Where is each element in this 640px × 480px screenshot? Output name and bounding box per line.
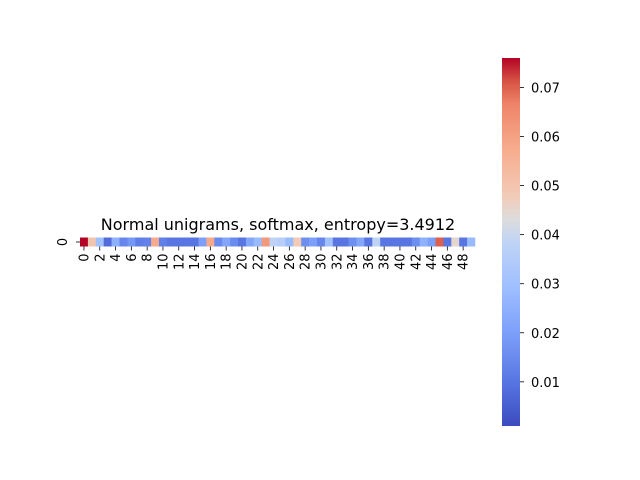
- x-tick-label: 10: [156, 254, 171, 271]
- x-tick-label: 18: [220, 254, 235, 271]
- heatmap-cell: [467, 237, 476, 247]
- heatmap-cell: [135, 237, 144, 247]
- colorbar-tick-label: 0.02: [531, 327, 560, 342]
- heatmap-cell: [419, 237, 428, 247]
- colorbar-tick-label: 0.05: [531, 180, 560, 195]
- heatmap-cell: [143, 237, 152, 247]
- colorbar-tick-label: 0.07: [531, 81, 560, 96]
- heatmap-cell: [214, 237, 223, 247]
- x-tick-label: 40: [393, 254, 408, 271]
- x-tick-label: 24: [267, 254, 282, 271]
- x-tick-label: 14: [188, 254, 203, 271]
- heatmap-cell: [87, 237, 97, 247]
- heatmap-cell: [111, 237, 120, 247]
- heatmap-cell: [261, 237, 270, 247]
- heatmap-cell: [356, 237, 365, 247]
- x-tick-label: 34: [346, 254, 361, 271]
- heatmap-cell: [332, 237, 341, 247]
- x-tick-label: 0: [77, 254, 92, 262]
- heatmap-cell: [451, 237, 460, 247]
- heatmap-cell: [245, 237, 255, 247]
- heatmap-cell: [190, 237, 199, 247]
- colorbar-tick-label: 0.03: [531, 278, 560, 293]
- heatmap-cell: [340, 237, 349, 247]
- heatmap-cell: [127, 237, 136, 247]
- heatmap-cell: [119, 237, 128, 247]
- heatmap-cell: [80, 237, 89, 247]
- heatmap-cell: [411, 237, 420, 247]
- heatmap-cell: [396, 237, 405, 247]
- heatmap-cell: [285, 237, 294, 247]
- colorbar-tick-label: 0.01: [531, 376, 560, 391]
- x-tick-label: 26: [283, 254, 298, 271]
- x-tick-label: 42: [409, 254, 424, 271]
- heatmap-cell: [388, 237, 397, 247]
- x-tick-label: 28: [299, 254, 314, 271]
- heatmap-cell: [174, 237, 183, 247]
- heatmap-cell: [269, 237, 278, 247]
- heatmap-cell: [324, 237, 334, 247]
- x-tick-label: 46: [441, 254, 456, 271]
- heatmap-cell: [95, 237, 104, 247]
- x-tick-label: 22: [251, 254, 266, 271]
- x-tick-label: 36: [362, 254, 377, 271]
- heatmap-cells: [80, 237, 476, 247]
- heatmap-cell: [238, 237, 247, 247]
- x-tick-label: 48: [457, 254, 472, 271]
- x-tick-label: 16: [204, 254, 219, 271]
- heatmap-cell: [182, 237, 191, 247]
- x-tick-label: 4: [109, 254, 124, 262]
- heatmap-cell: [103, 237, 112, 247]
- heatmap-cell: [364, 237, 373, 247]
- x-tick-label: 30: [314, 254, 329, 271]
- heatmap-cell: [293, 237, 302, 247]
- heatmap-cell: [309, 237, 318, 247]
- heatmap-cell: [403, 237, 413, 247]
- x-axis: 0 2 4 6 8 10 12 14 16 18 20 22 24 26 28 30 32 34 36 38 40 42 4…: [77, 246, 472, 271]
- y-axis: 0: [56, 238, 80, 246]
- heatmap-cell: [317, 237, 326, 247]
- colorbar-ticks: 0.01 0.02 0.03 0.04 0.05 0.06 0.07: [520, 81, 560, 391]
- heatmap-cell: [277, 237, 286, 247]
- heatmap-cell: [166, 237, 176, 247]
- y-tick-label: 0: [56, 238, 71, 246]
- x-tick-label: 44: [425, 254, 440, 271]
- colorbar: [502, 58, 520, 426]
- heatmap-cell: [380, 237, 389, 247]
- heatmap-cell: [222, 237, 231, 247]
- heatmap-cell: [427, 237, 436, 247]
- heatmap-cell: [198, 237, 207, 247]
- x-tick-label: 20: [235, 254, 250, 271]
- colorbar-tick-label: 0.04: [531, 229, 560, 244]
- x-tick-label: 2: [93, 254, 108, 262]
- x-tick-label: 8: [141, 254, 156, 262]
- colorbar-tick-label: 0.06: [531, 131, 560, 146]
- chart-title: Normal unigrams, softmax, entropy=3.4912: [101, 215, 455, 234]
- heatmap-cell: [151, 237, 160, 247]
- heatmap-cell: [230, 237, 239, 247]
- x-tick-label: 6: [125, 254, 140, 262]
- x-tick-label: 32: [330, 254, 345, 271]
- x-tick-label: 12: [172, 254, 187, 271]
- heatmap-cell: [348, 237, 357, 247]
- heatmap-cell: [206, 237, 215, 247]
- heatmap-cell: [459, 237, 468, 247]
- heatmap-cell: [301, 237, 310, 247]
- heatmap-cell: [435, 237, 444, 247]
- heatmap-cell: [443, 237, 452, 247]
- x-tick-label: 38: [378, 254, 393, 271]
- heatmap-cell: [372, 237, 381, 247]
- heatmap-cell: [159, 237, 168, 247]
- heatmap-cell: [253, 237, 262, 247]
